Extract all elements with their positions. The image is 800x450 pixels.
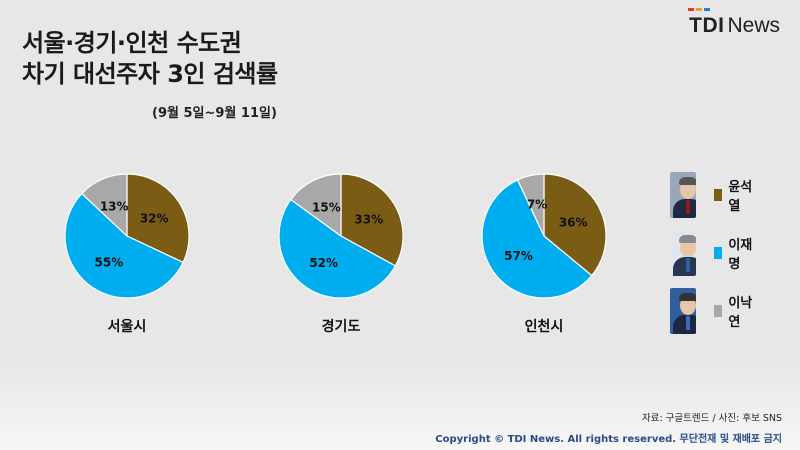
pie-slice-incheon-0	[543, 173, 607, 277]
pie-value-label-incheon-2: 7%	[527, 198, 547, 212]
legend-label: 이재명	[728, 238, 753, 272]
title-line-1: 서울·경기·인천 수도권	[22, 29, 242, 57]
pie-value-label-gyeonggi-1: 52%	[309, 256, 338, 270]
pie-value-label-seoul-2: 13%	[100, 199, 129, 213]
candidate-photo-icon	[670, 172, 696, 218]
pie-title-gyeonggi: 경기도	[321, 319, 361, 335]
pie-value-label-seoul-0: 32%	[140, 212, 169, 226]
legend-swatch	[713, 305, 723, 317]
date-range: (9월 5일~9월 11일)	[152, 106, 277, 121]
brand-tdi: TDI	[689, 14, 725, 37]
candidate-photo-icon	[670, 230, 696, 276]
pie-slice-gyeonggi-2	[290, 173, 342, 238]
copyright-note: Copyright © TDI News. All rights reserve…	[435, 434, 782, 445]
brand-logo: TDI News	[688, 8, 780, 38]
legend-item-lee-ny: 이낙연	[670, 288, 754, 334]
pie-slice-seoul-2	[80, 173, 128, 238]
title-line-2: 차기 대선주자 3인 검색률	[22, 60, 278, 88]
legend-item-lee-jm: 이재명	[670, 230, 754, 276]
pie-value-label-incheon-0: 36%	[559, 215, 588, 229]
legend-item-yoon: 윤석열	[670, 172, 754, 218]
legend-swatch	[713, 189, 723, 201]
pie-value-label-gyeonggi-2: 15%	[312, 200, 341, 214]
pie-value-label-gyeonggi-0: 33%	[354, 213, 383, 227]
brand-news: News	[727, 14, 780, 37]
legend-label: 이낙연	[728, 296, 753, 330]
chart-title: 서울·경기·인천 수도권 차기 대선주자 3인 검색률	[22, 28, 278, 90]
pie-title-incheon: 인천시	[524, 319, 564, 335]
pie-slice-gyeonggi-0	[340, 173, 404, 267]
source-note: 자료: 구글트렌드 / 사진: 후보 SNS	[641, 413, 782, 424]
pie-value-label-seoul-1: 55%	[95, 256, 124, 270]
legend-swatch	[713, 247, 723, 259]
pie-slice-seoul-1	[64, 192, 184, 299]
candidate-photo-icon	[670, 288, 696, 334]
legend-label: 윤석열	[728, 180, 753, 214]
brand-mark-icon	[688, 8, 711, 11]
pie-slice-gyeonggi-1	[278, 198, 397, 299]
pie-slice-incheon-1	[481, 179, 593, 299]
pie-slice-incheon-2	[516, 173, 545, 237]
pie-title-seoul: 서울시	[107, 319, 147, 335]
pie-slice-seoul-0	[126, 173, 190, 264]
pie-value-label-incheon-1: 57%	[504, 249, 533, 263]
